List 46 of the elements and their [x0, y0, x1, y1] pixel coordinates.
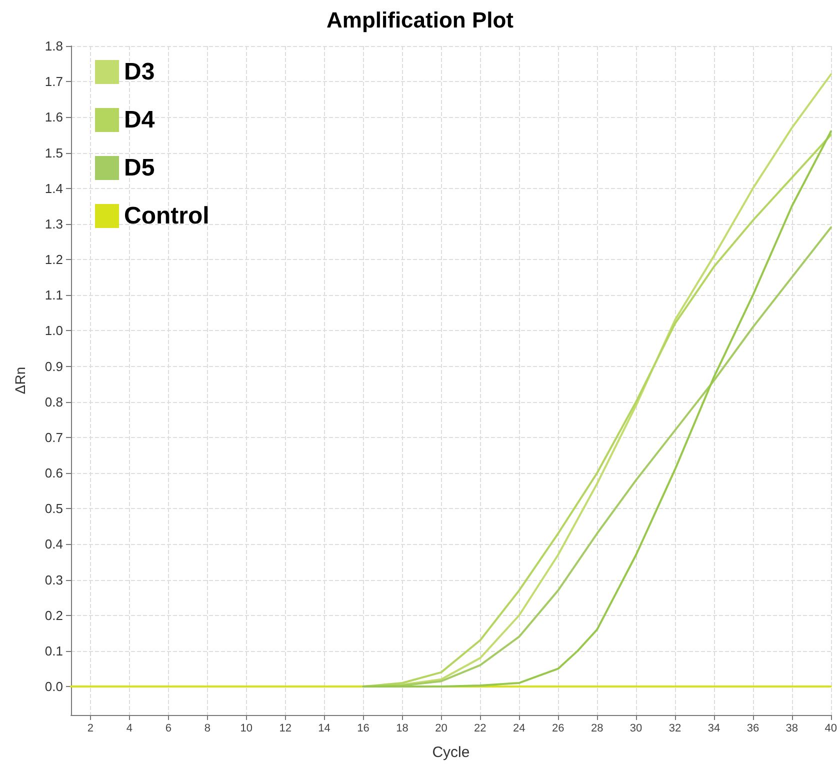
- x-tick-label: 22: [474, 722, 486, 734]
- y-tick-label: 1.0: [44, 323, 63, 338]
- chart-title: Amplification Plot: [326, 8, 514, 32]
- x-tick-label: 24: [513, 722, 526, 734]
- x-tick-label: 20: [435, 722, 448, 734]
- x-tick-label: 18: [396, 722, 408, 734]
- y-tick-label: 0.2: [44, 608, 63, 623]
- x-tick-label: 12: [279, 722, 292, 734]
- legend-label: D4: [124, 106, 156, 134]
- y-tick-label: 1.1: [44, 288, 63, 303]
- y-tick-label: 0.0: [44, 679, 63, 694]
- x-axis-title: Cycle: [432, 744, 470, 761]
- y-tick-label: 1.2: [44, 252, 63, 268]
- y-tick-label: 0.9: [44, 358, 63, 374]
- x-tick-label: 16: [357, 722, 370, 734]
- legend-label: D3: [124, 58, 155, 86]
- y-tick-label: 1.6: [44, 110, 63, 125]
- y-axis-title: ΔRn: [12, 366, 28, 394]
- x-tick-label: 26: [552, 722, 564, 734]
- x-tick-label: 6: [165, 722, 172, 734]
- y-tick-label: 1.5: [44, 145, 63, 160]
- x-tick-label: 4: [126, 722, 133, 734]
- y-tick-label: 0.7: [44, 430, 63, 445]
- x-tick-label: 28: [590, 722, 604, 734]
- x-tick-label: 32: [668, 722, 682, 734]
- y-tick-label: 0.1: [44, 643, 63, 658]
- x-tick-label: 38: [786, 722, 798, 734]
- y-tick-label: 0.5: [44, 501, 63, 516]
- x-tick-label: 10: [240, 722, 252, 734]
- x-tick-label: 30: [630, 722, 642, 734]
- x-tick-label: 36: [746, 722, 760, 734]
- x-tick-label: 40: [824, 722, 838, 734]
- x-tick-label: 2: [87, 722, 94, 734]
- y-tick-label: 1.8: [44, 38, 63, 54]
- y-tick-label: 1.4: [44, 180, 63, 196]
- x-tick-label: 8: [204, 722, 210, 734]
- y-tick-label: 1.3: [44, 216, 63, 232]
- legend-label: Control: [124, 202, 210, 230]
- legend-label: D5: [124, 154, 155, 182]
- x-tick-label: 14: [318, 722, 330, 734]
- y-tick-label: 0.8: [44, 394, 63, 410]
- y-tick-label: 0.4: [44, 536, 63, 552]
- y-tick-label: 0.3: [44, 572, 63, 588]
- y-tick-label: 0.6: [44, 466, 63, 481]
- x-tick-label: 34: [708, 722, 720, 734]
- y-tick-label: 1.7: [44, 74, 63, 90]
